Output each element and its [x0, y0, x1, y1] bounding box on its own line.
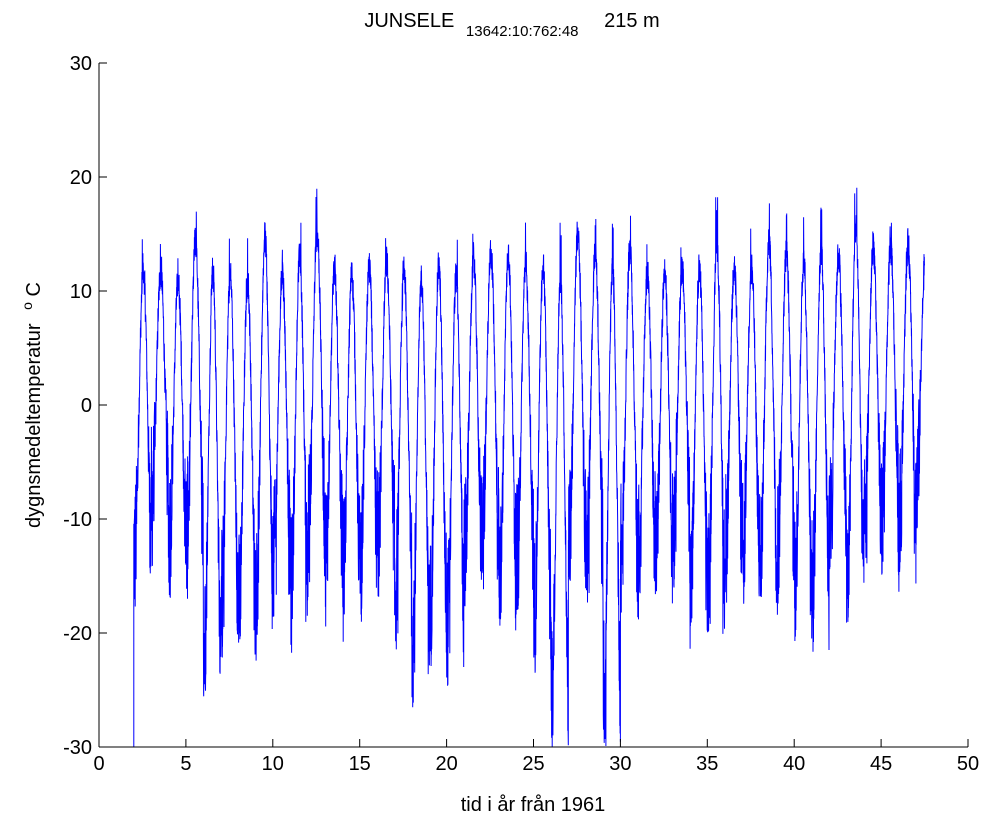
x-tick-label: 5	[180, 753, 191, 775]
x-tick-label: 15	[349, 753, 371, 775]
x-tick-label: 45	[870, 753, 892, 775]
x-tick-label: 40	[783, 753, 805, 775]
y-tick-label: -10	[63, 509, 92, 531]
series-line-0	[133, 187, 925, 748]
title-station: JUNSELE	[364, 10, 454, 32]
x-tick-label: 10	[262, 753, 284, 775]
y-tick-label: 20	[70, 167, 92, 189]
x-tick-label: 0	[93, 753, 104, 775]
x-tick-label: 35	[696, 753, 718, 775]
title-elevation: 215 m	[604, 10, 660, 32]
y-axis-unit-sup: o	[19, 302, 35, 310]
y-tick-label: -20	[63, 623, 92, 645]
y-tick-label: 30	[70, 53, 92, 75]
y-tick-label: 10	[70, 281, 92, 303]
y-tick-label: 0	[81, 395, 92, 417]
x-axis-label: tid i år från 1961	[461, 794, 606, 816]
y-axis-unit: C	[23, 282, 45, 296]
series-layer	[133, 187, 925, 748]
x-tick-label: 20	[435, 753, 457, 775]
y-axis-label-text: dygnsmedeltemperatur	[23, 323, 45, 528]
axes-layer: 0 5 10 15 20 25 30 35 40 45 50 30 20 10 0 -10 -20 -30	[63, 53, 979, 775]
x-tick-label: 30	[609, 753, 631, 775]
x-tick-label: 50	[957, 753, 979, 775]
title-code: 13642:10:762:48	[466, 23, 579, 40]
y-tick-label: -30	[63, 737, 92, 759]
y-axis-label: dygnsmedeltemperatur o C	[15, 282, 45, 528]
chart-title: JUNSELE 13642:10:762:48 215 m	[364, 10, 659, 41]
x-tick-label: 25	[522, 753, 544, 775]
